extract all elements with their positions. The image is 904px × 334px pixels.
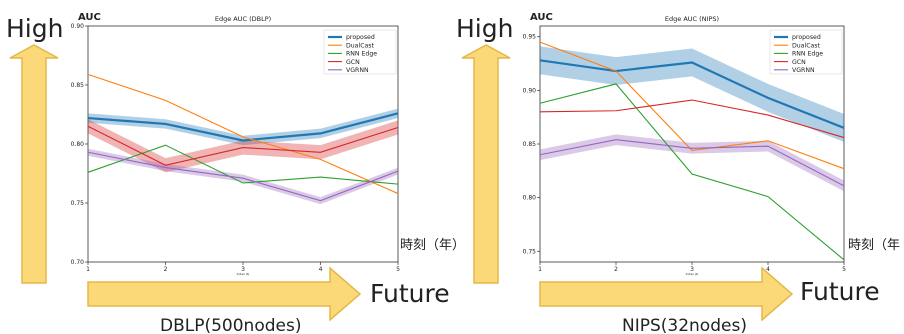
legend-label-rnn-edge-dblp: RNN Edge (346, 51, 377, 58)
legend-label-dualcast-dblp: DualCast (346, 42, 375, 49)
chart-nips: Edge AUC (NIPS) AUC Index (t) 0.75 0.80 0.85 0… (523, 12, 846, 276)
chart-title-nips: Edge AUC (NIPS) (665, 15, 719, 23)
x-tick-label: 1 (538, 266, 542, 273)
y-tick-label: 0.75 (71, 200, 85, 207)
band-vgrnn-nips (540, 134, 844, 192)
y-tick-label: 0.80 (523, 195, 537, 202)
band-vgrnn-dblp (88, 148, 398, 205)
time-label-left: 時刻（年） (400, 238, 465, 253)
chart-title-dblp: Edge AUC (DBLP) (215, 15, 271, 23)
x-tick-label: 5 (842, 266, 846, 273)
time-label-right: 時刻（年 (848, 238, 900, 253)
y-tick-label: 0.90 (523, 87, 537, 94)
caption-right: NIPS(32nodes) (622, 316, 747, 334)
x-tick-label: 2 (164, 266, 168, 273)
x-tick-label: 4 (319, 266, 323, 273)
y-axis-label-dblp: AUC (78, 12, 101, 23)
caption-left: DBLP(500nodes) (160, 316, 301, 334)
y-tick-label: 0.85 (523, 141, 537, 148)
legend-label-vgrnn-dblp: VGRNN (346, 67, 369, 74)
x-axis-label-dblp: Index (t) (237, 272, 250, 276)
high-label-right: High (456, 14, 513, 43)
right-arrow-right (539, 266, 794, 322)
legend-label-proposed-dblp: proposed (346, 34, 375, 41)
up-arrow-left (9, 44, 59, 284)
right-arrow-left (87, 266, 362, 322)
x-axis-label-nips: Index (t) (686, 272, 699, 276)
band-proposed-dblp (88, 108, 398, 146)
y-tick-label: 0.80 (71, 141, 85, 148)
legend-label-rnn-edge-nips: RNN Edge (792, 51, 823, 58)
legend-label-proposed-nips: proposed (792, 34, 821, 41)
x-tick-label: 3 (690, 266, 694, 273)
y-axis-label-nips: AUC (530, 12, 553, 23)
y-tick-label: 0.70 (71, 259, 85, 266)
future-label-right: Future (800, 277, 880, 306)
y-tick-label: 0.95 (523, 34, 537, 41)
legend-label-gcn-dblp: GCN (346, 59, 360, 66)
x-tick-label: 2 (614, 266, 618, 273)
y-tick-label: 0.75 (523, 248, 537, 255)
legend-label-gcn-nips: GCN (792, 59, 806, 66)
legend-label-dualcast-nips: DualCast (792, 42, 821, 49)
x-tick-label: 3 (241, 266, 245, 273)
x-tick-label: 4 (766, 266, 770, 273)
x-tick-label: 5 (396, 266, 400, 273)
y-tick-label: 0.85 (71, 82, 85, 89)
x-tick-label: 1 (86, 266, 90, 273)
future-label-left: Future (370, 279, 450, 308)
chart-dblp: Edge AUC (DBLP) AUC Index (t) 0.70 0.75 0.80 0… (71, 12, 400, 276)
up-arrow-right (461, 44, 511, 284)
high-label-left: High (6, 14, 63, 43)
y-tick-label: 0.90 (71, 23, 85, 30)
legend-label-vgrnn-nips: VGRNN (792, 67, 815, 74)
